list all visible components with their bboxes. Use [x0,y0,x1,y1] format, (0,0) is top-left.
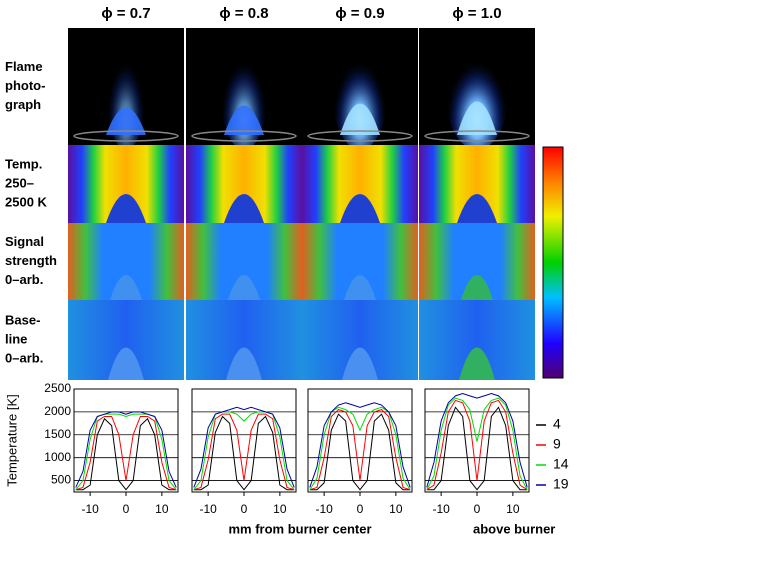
row-label: 0–arb. [5,272,43,287]
line-series [75,411,177,488]
flame-glow [445,30,509,150]
temperature-cone [457,194,497,223]
line-series [426,393,528,488]
flame-cone [224,105,264,135]
legend-label: 9 [553,436,561,452]
x-tick-label: -10 [432,502,450,516]
x-tick-label: 0 [474,502,481,516]
x-tick-label: 10 [155,502,169,516]
x-tick-label: 10 [389,502,403,516]
x-tick-label: -10 [315,502,333,516]
signal-cone [461,275,493,300]
baseline-cone [226,347,262,380]
baseline-cone [342,347,378,380]
burner-rim [191,130,297,142]
x-tick-label: 10 [506,502,520,516]
flame-cone [340,103,380,135]
column-label: ϕ = 0.9 [335,5,384,22]
line-series [75,413,177,491]
column-label: ϕ = 0.7 [101,5,150,22]
signal-cone [110,275,142,300]
flame-cone [106,107,146,135]
temperature-cone [340,194,380,223]
line-series [75,415,177,491]
signal-cone [344,275,376,300]
x-tick-label: -10 [81,502,99,516]
y-tick-label: 1500 [44,427,71,441]
baseline-cone [108,347,144,380]
line-series [426,406,528,491]
row-label: 250– [5,175,34,190]
line-series [193,415,295,491]
x-tick-label: 0 [123,502,130,516]
line-series [193,406,295,488]
colorbar [542,146,564,379]
y-axis-label: Temperature [K] [4,394,19,487]
legend-label: 14 [553,456,569,472]
legend-label: 4 [553,416,561,432]
temperature-cone [224,194,264,223]
y-tick-label: 2500 [44,381,71,395]
line-series [309,406,411,490]
row-label: Base- [5,312,40,327]
x-tick-label: -10 [199,502,217,516]
burner-rim [307,130,413,142]
row-label: Signal [5,234,44,249]
line-series [309,413,411,491]
x-tick-label: 0 [357,502,364,516]
y-tick-label: 2000 [44,404,71,418]
line-series [193,411,295,491]
line-series [426,397,528,490]
baseline-cone [459,347,495,380]
column-label: ϕ = 1.0 [452,5,501,22]
signal-cone [228,275,260,300]
legend-label: 19 [553,476,569,492]
x-axis-label: mm from burner center [228,521,371,536]
column-label: ϕ = 0.8 [219,5,268,22]
line-series [309,409,411,491]
y-tick-label: 1000 [44,450,71,464]
line-series [75,417,177,491]
y-tick-label: 500 [51,473,71,487]
row-label: Flame [5,59,43,74]
row-label: line [5,331,27,346]
row-label: 0–arb. [5,350,43,365]
x-tick-label: 10 [273,502,287,516]
line-series [309,402,411,488]
burner-rim [424,130,530,142]
line-series [193,413,295,491]
temperature-cone [106,194,146,223]
row-label: strength [5,253,57,268]
row-label: graph [5,97,41,112]
x-tick-label: 0 [241,502,248,516]
row-label: Temp. [5,156,42,171]
line-series [426,399,528,491]
row-label: photo- [5,78,45,93]
row-label: 2500 K [5,194,48,209]
flame-cone [457,101,497,135]
burner-rim [73,130,179,142]
legend-note: above burner [473,521,555,536]
